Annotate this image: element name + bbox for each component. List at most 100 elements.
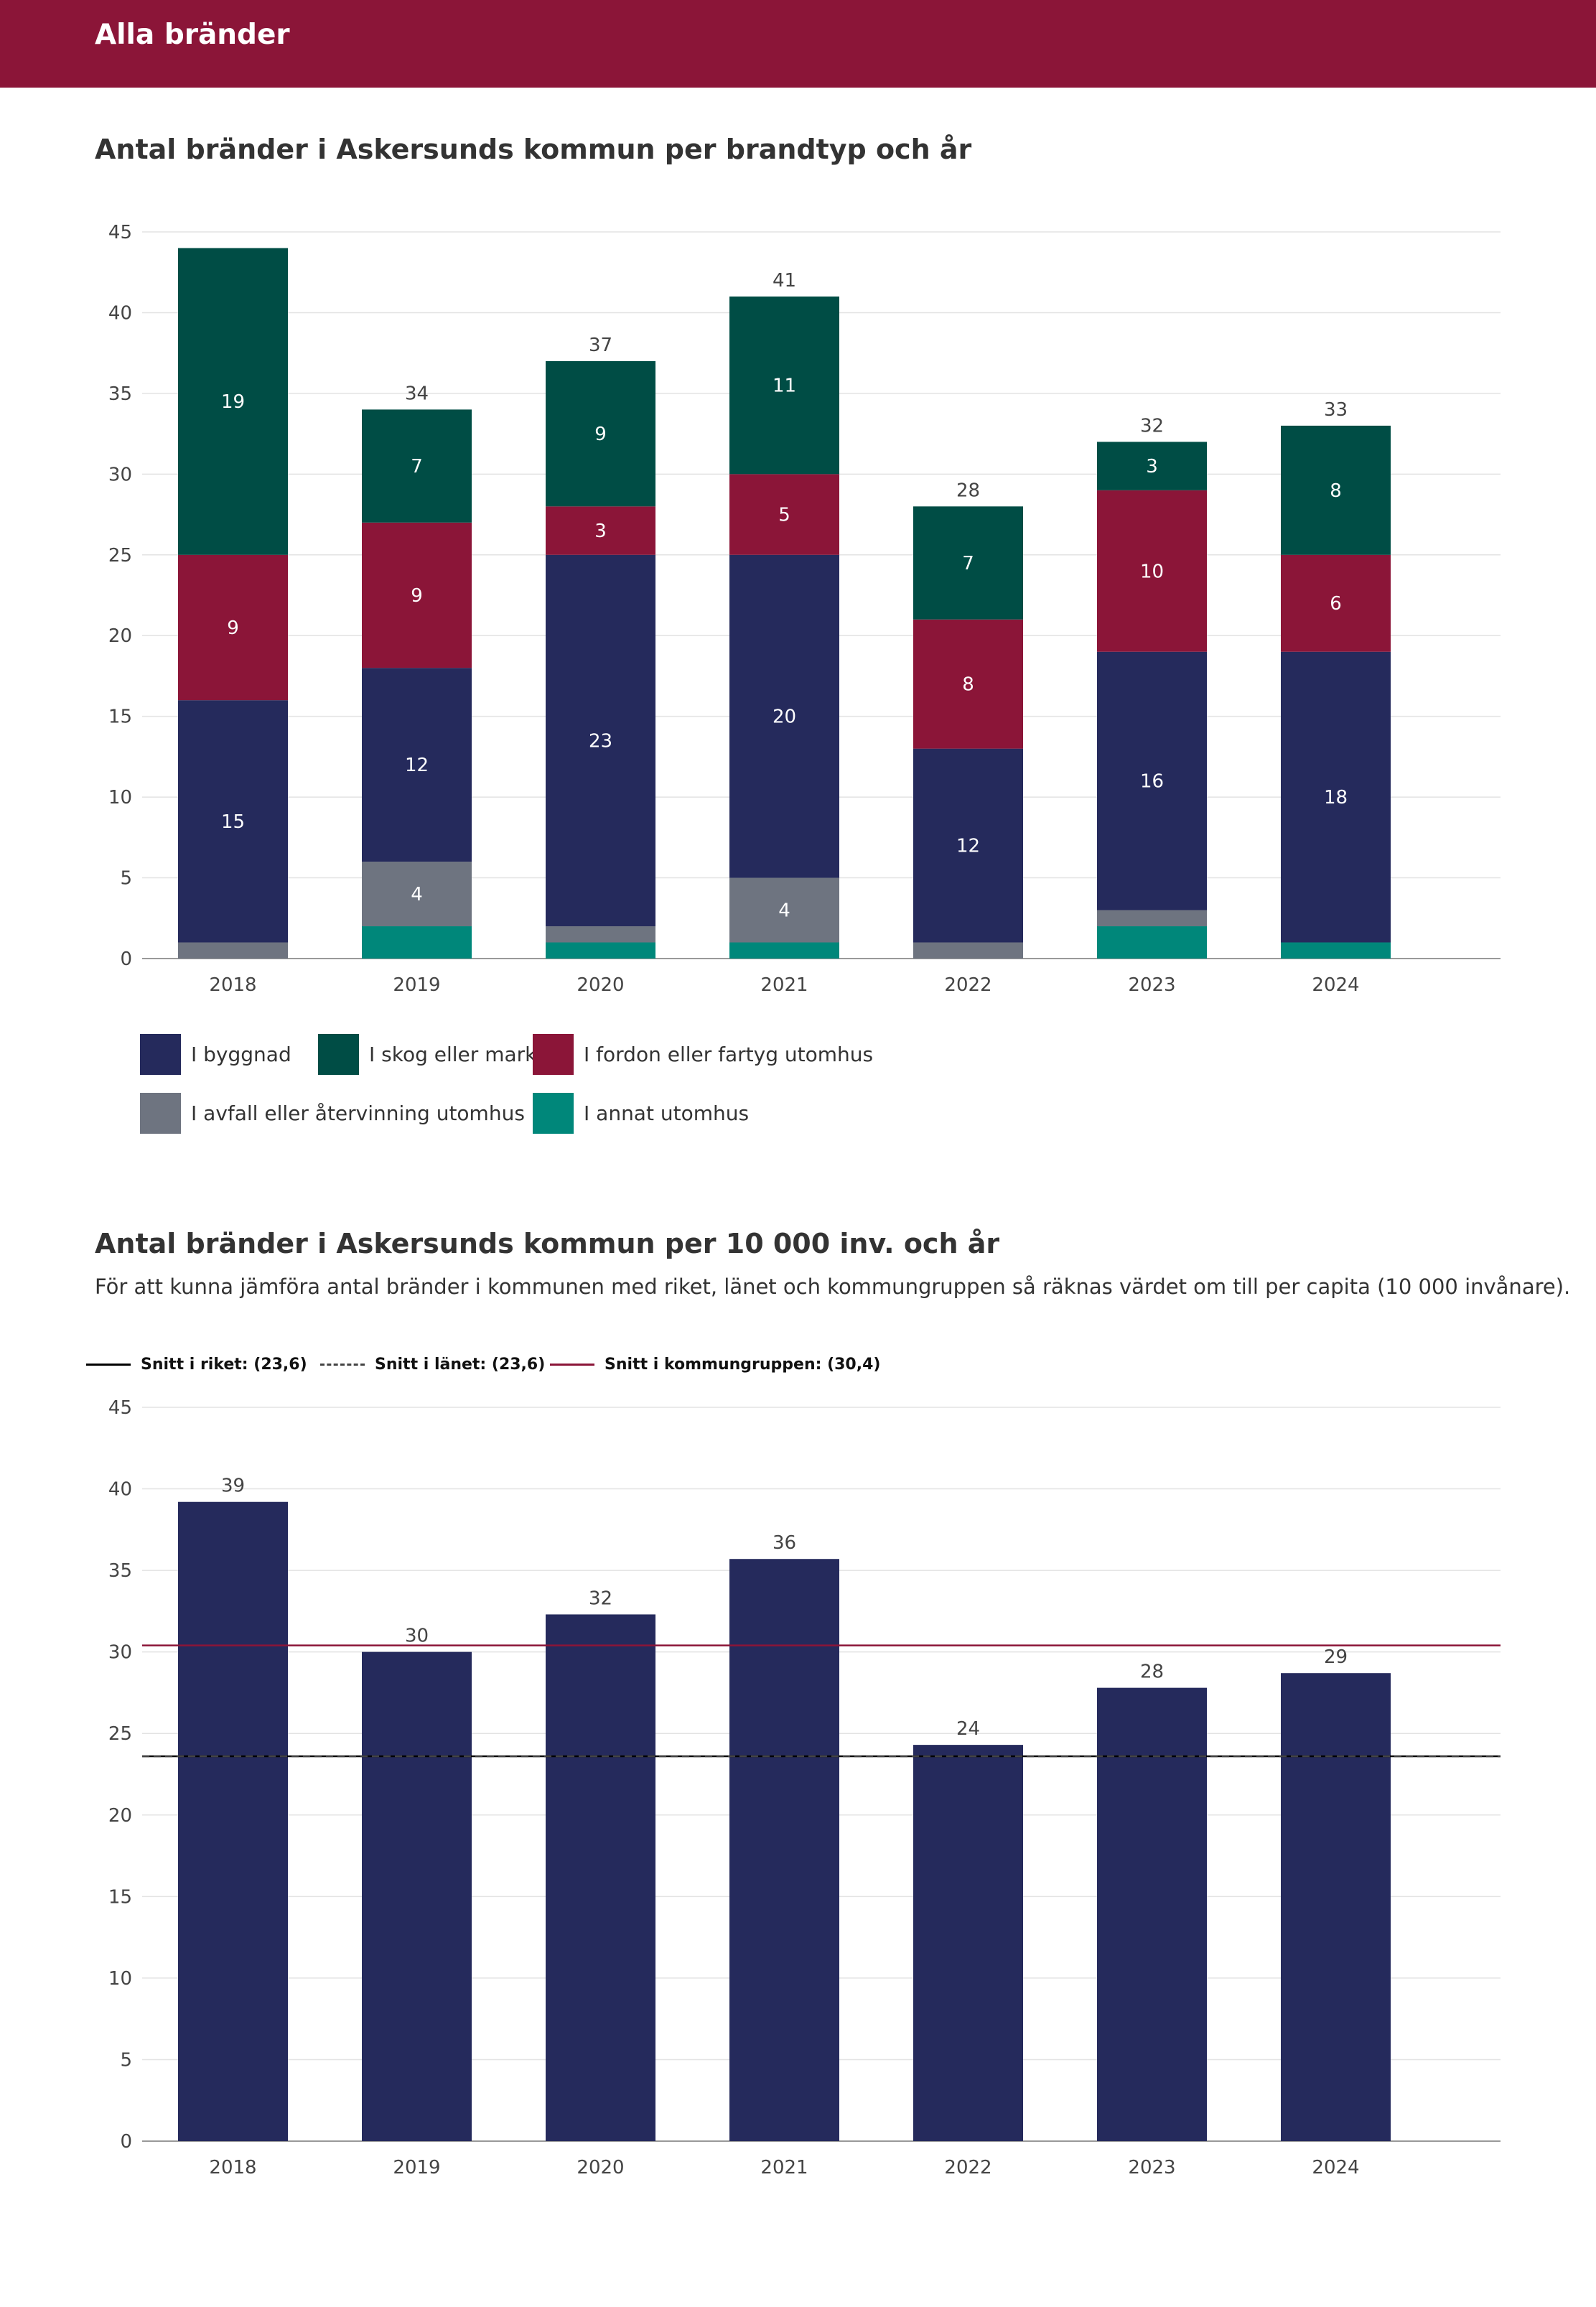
per-capita-bar-chart: 0 5 10 15 20 25 30 35 40 45 2018 2019 2020 2021 2022 20… — [108, 1397, 1501, 2178]
segment-value-label: 9 — [227, 617, 239, 639]
x-tick-label: 2018 — [209, 974, 256, 996]
bar-segment — [546, 360, 655, 507]
legend-label: I byggnad — [191, 1043, 291, 1066]
bar — [1281, 1673, 1391, 2141]
bar-segment — [178, 700, 288, 943]
bar-segment — [178, 554, 288, 701]
bar-segment — [913, 942, 1023, 959]
y-tick-label: 5 — [120, 868, 132, 890]
segment-value-label: 12 — [956, 836, 980, 857]
bar-segment — [362, 409, 472, 523]
page-header: Alla bränder — [0, 0, 1596, 88]
bar-segment — [546, 554, 655, 927]
y-tick-label: 35 — [108, 1560, 132, 1582]
y-tick-label: 15 — [108, 707, 132, 728]
bar-segment — [729, 554, 839, 878]
legend-snitt-lanet: Snitt i länet: (23,6) — [320, 1350, 545, 1379]
segment-value-label: 10 — [1140, 561, 1164, 582]
bar-segment — [729, 296, 839, 475]
x-tick-label: 2021 — [760, 974, 808, 996]
bar — [729, 1559, 839, 2141]
bar — [1097, 1687, 1207, 2141]
bar-segment — [1097, 926, 1207, 959]
bar — [546, 1614, 655, 2141]
bar-segment — [729, 942, 839, 959]
bar-segment — [913, 619, 1023, 749]
legend-swatch — [533, 1093, 574, 1134]
bar-value-label: 24 — [956, 1718, 980, 1740]
bar-segment — [1097, 442, 1207, 490]
segment-value-label: 6 — [1330, 593, 1342, 615]
bar-value-label: 32 — [589, 1588, 612, 1609]
x-tick-label: 2024 — [1312, 2157, 1359, 2178]
chart1-legend: I byggnad I skog eller mark I fordon ell… — [140, 1034, 1145, 1142]
x-tick-label: 2024 — [1312, 974, 1359, 996]
bar-segment — [546, 926, 655, 943]
bar-segment — [546, 506, 655, 555]
segment-value-label: 3 — [1146, 456, 1158, 477]
reference-line-swatch — [86, 1363, 131, 1366]
bar-segment — [1281, 554, 1391, 652]
chart2-reference-legend: Snitt i riket: (23,6) Snitt i länet: (23… — [86, 1350, 1163, 1379]
bar-value-label: 30 — [405, 1626, 429, 1647]
y-tick-label: 40 — [108, 302, 132, 324]
chart2-description: För att kunna jämföra antal bränder i ko… — [95, 1274, 1571, 1299]
segment-value-label: 15 — [221, 811, 245, 833]
legend-item-i-byggnad: I byggnad — [140, 1034, 291, 1075]
segment-value-label: 23 — [589, 730, 612, 752]
legend-label: I skog eller mark — [369, 1043, 537, 1066]
bar-segment — [362, 926, 472, 959]
legend-label: Snitt i kommungruppen: (30,4) — [605, 1355, 881, 1374]
segment-value-label: 12 — [405, 755, 429, 776]
legend-label: Snitt i länet: (23,6) — [375, 1355, 546, 1374]
total-label: 32 — [1140, 415, 1164, 437]
total-label: 33 — [1324, 399, 1348, 421]
reference-line-swatch — [550, 1363, 594, 1366]
total-label: 41 — [773, 270, 796, 292]
bar-value-label: 39 — [221, 1476, 245, 1497]
legend-item-i-avfall: I avfall eller återvinning utomhus — [140, 1093, 525, 1134]
y-tick-label: 30 — [108, 464, 132, 485]
legend-label: Snitt i riket: (23,6) — [141, 1355, 307, 1374]
legend-item-i-annat-utomhus: I annat utomhus — [533, 1093, 749, 1134]
legend-label: I fordon eller fartyg utomhus — [584, 1043, 874, 1066]
x-tick-label: 2022 — [944, 2157, 991, 2178]
legend-label: I annat utomhus — [584, 1101, 750, 1125]
bar — [362, 1651, 472, 2141]
bar-segment — [729, 877, 839, 943]
segment-value-label: 18 — [1324, 787, 1348, 808]
bar-segment — [1281, 425, 1391, 555]
segment-value-label: 3 — [594, 521, 607, 542]
bar — [913, 1745, 1023, 2141]
y-tick-label: 35 — [108, 383, 132, 405]
y-tick-label: 10 — [108, 1968, 132, 1990]
segment-value-label: 7 — [962, 553, 974, 574]
x-tick-label: 2023 — [1128, 974, 1175, 996]
reference-line-swatch — [320, 1363, 365, 1366]
x-tick-label: 2021 — [760, 2157, 808, 2178]
y-tick-label: 0 — [120, 2131, 132, 2153]
segment-value-label: 7 — [411, 456, 423, 477]
bar-segment — [362, 522, 472, 668]
total-label: 34 — [405, 383, 429, 404]
total-label: 37 — [589, 335, 612, 356]
bar-segment — [178, 248, 288, 555]
segment-value-label: 8 — [962, 674, 974, 696]
y-tick-label: 45 — [108, 1397, 132, 1419]
bar-segment — [1097, 651, 1207, 910]
x-tick-label: 2019 — [393, 2157, 440, 2178]
bar-segment — [729, 474, 839, 555]
y-tick-label: 10 — [108, 787, 132, 808]
total-label: 28 — [956, 480, 980, 501]
legend-swatch — [318, 1034, 359, 1075]
y-tick-label: 15 — [108, 1886, 132, 1908]
segment-value-label: 9 — [411, 585, 423, 607]
bar-segment — [362, 668, 472, 862]
x-tick-label: 2018 — [209, 2157, 256, 2178]
legend-swatch — [140, 1093, 181, 1134]
bar-segment — [178, 942, 288, 959]
legend-swatch — [140, 1034, 181, 1075]
bar — [178, 1501, 288, 2141]
y-tick-label: 30 — [108, 1642, 132, 1664]
